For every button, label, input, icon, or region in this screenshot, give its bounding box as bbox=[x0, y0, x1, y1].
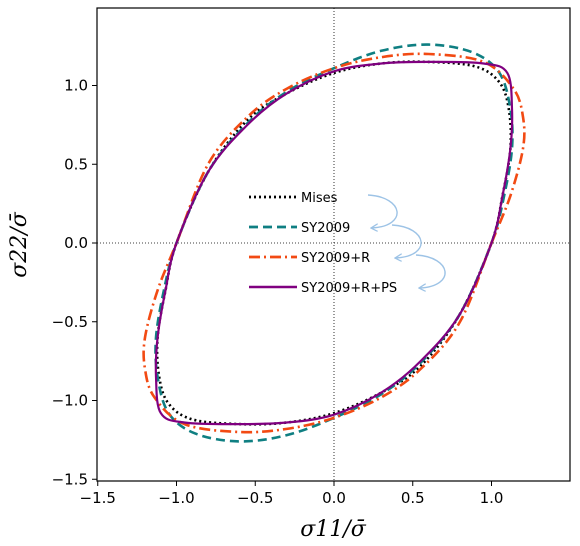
y-tick-label: 1.0 bbox=[64, 77, 88, 95]
legend-label-3: SY2009+R bbox=[301, 251, 370, 266]
y-tick-label: −0.5 bbox=[52, 313, 88, 331]
series-layer bbox=[142, 43, 526, 443]
y-tick-label: 0.5 bbox=[64, 155, 88, 173]
x-tick-label: −1.5 bbox=[80, 489, 116, 507]
legend-arrow-3 bbox=[415, 254, 446, 288]
legend-arrow-2 bbox=[391, 224, 422, 258]
y-tick-label: −1.5 bbox=[52, 470, 88, 488]
ticks-layer: −1.5−1.5 −1.0 −1.0 −0.5 −0.5 0.0 0.0 0.5 0.5 1.0 1… bbox=[52, 77, 504, 508]
plot-background bbox=[97, 8, 570, 481]
y-axis-label: σ22/σ̄ bbox=[7, 211, 32, 277]
y-tick-label: −1.0 bbox=[52, 392, 88, 410]
x-tick-label: −0.5 bbox=[237, 489, 273, 507]
x-axis-label: σ11/σ̄ bbox=[300, 517, 366, 542]
y-tick-label: 0.0 bbox=[64, 234, 88, 252]
x-tick-label: −1.0 bbox=[158, 489, 194, 507]
series-line-4 bbox=[154, 60, 514, 426]
legend-label-4: SY2009+R+PS bbox=[301, 281, 397, 296]
legend-arrow-1 bbox=[367, 194, 398, 228]
legend: Mises SY2009 SY2009+R SY2009+R+PS bbox=[249, 191, 446, 296]
x-tick-label: 1.0 bbox=[480, 489, 504, 507]
x-tick-label: 0.0 bbox=[322, 489, 346, 507]
x-tick-label: 0.5 bbox=[401, 489, 425, 507]
legend-label-2: SY2009 bbox=[301, 221, 350, 236]
legend-label-1: Mises bbox=[301, 191, 338, 206]
